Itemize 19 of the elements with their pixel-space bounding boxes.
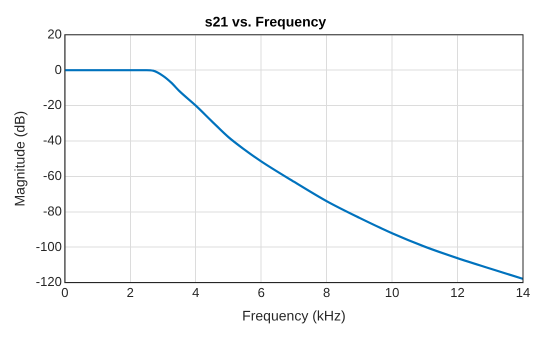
x-tick-label: 12 [450,284,465,300]
chart-title: s21 vs. Frequency [204,13,326,30]
y-tick-label: -40 [43,132,62,148]
x-tick-label: 4 [192,284,200,300]
y-tick-label: 0 [54,62,62,77]
x-tick-label: 14 [516,284,530,300]
x-tick-label: 6 [258,284,265,300]
y-tick-label: 20 [47,26,62,42]
y-tick-label: -80 [43,203,62,218]
x-tick-label: 2 [126,284,134,300]
y-tick-label: -60 [43,168,62,183]
x-tick-label: 8 [323,284,330,300]
y-tick-label: -100 [36,238,62,254]
y-tick-label: -20 [43,97,62,112]
x-tick-label: 10 [384,284,400,300]
x-axis-title: Frequency (kHz) [242,307,346,324]
line-series [64,69,523,280]
y-axis-title: Magnitude (dB) [11,110,28,207]
y-tick-label: -120 [36,274,62,290]
